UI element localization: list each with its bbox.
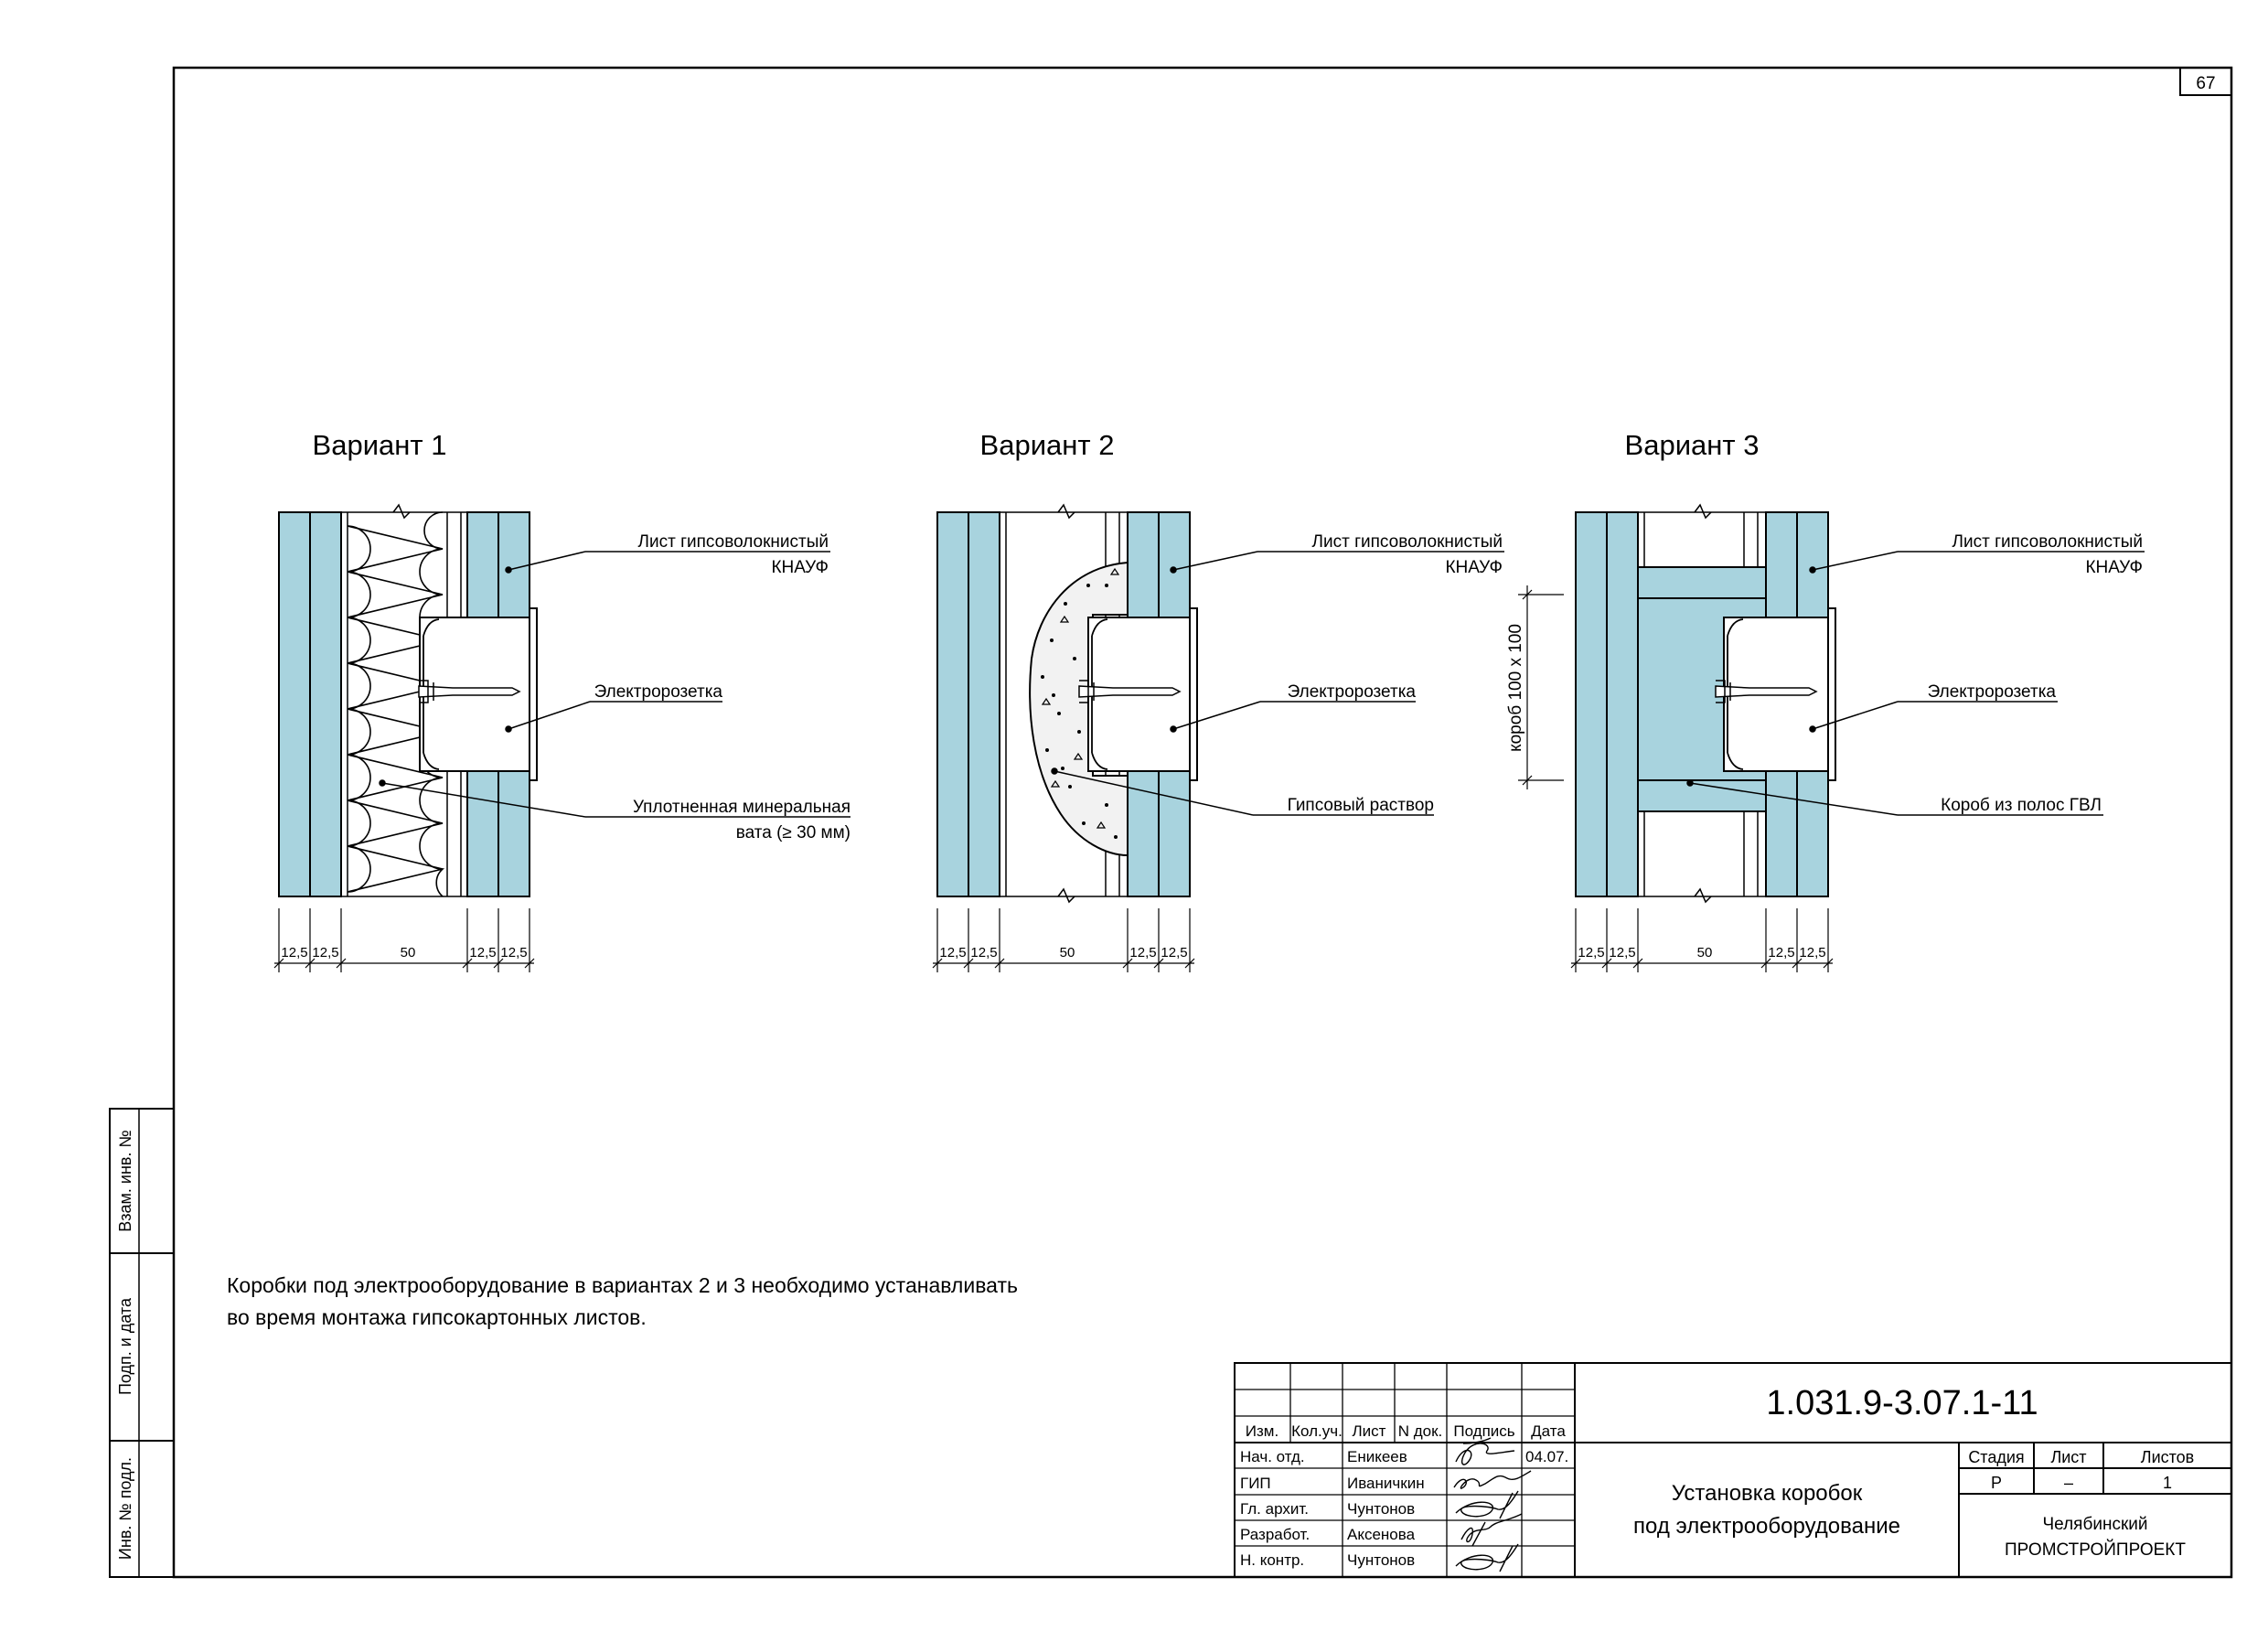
- tb-stage: Р: [1991, 1474, 2002, 1492]
- tb-header-izm: Изм.: [1246, 1422, 1278, 1440]
- tb-header-ndok: N док.: [1398, 1422, 1443, 1440]
- variant-2-dim-5: 12,5: [1161, 945, 1187, 960]
- note-line-2: во время монтажа гипсокартонных листов.: [227, 1305, 647, 1329]
- variant-2-dim-3: 50: [1060, 945, 1075, 960]
- variant-3-box-dim: короб 100 х 100: [1506, 624, 1525, 752]
- tb-org-line-2: ПРОМСТРОЙПРОЕКТ: [2005, 1540, 2186, 1560]
- variant-3-dim-5: 12,5: [1799, 945, 1825, 960]
- sheet-number-box: [2179, 67, 2232, 96]
- variant-2-label-sheet-1: Лист гипсоволокнистый: [1312, 532, 1503, 552]
- variant-3-label-fill-1: Короб из полос ГВЛ: [1941, 796, 2102, 815]
- variant-3-dim-2: 12,5: [1609, 945, 1635, 960]
- variant-2-section: Вариант 2: [932, 429, 1504, 972]
- tb-row-1-role: Нач. отд.: [1240, 1448, 1305, 1465]
- sheet-number: 67: [2196, 74, 2215, 93]
- variant-1-title: Вариант 1: [313, 429, 447, 461]
- tb-sheets-header: Листов: [2141, 1448, 2194, 1466]
- variant-1-section: Вариант 1: [273, 429, 850, 972]
- tb-row-1-name: Еникеев: [1347, 1448, 1407, 1465]
- variant-1-label-sheet-2: КНАУФ: [771, 558, 829, 577]
- tb-row-2-role: ГИП: [1240, 1475, 1271, 1492]
- variant-2-label-socket: Электророзетка: [1288, 682, 1417, 702]
- variant-3-label-sheet-1: Лист гипсоволокнистый: [1952, 532, 2143, 552]
- variant-2-dim-1: 12,5: [939, 945, 966, 960]
- variant-2-dim-2: 12,5: [970, 945, 997, 960]
- tb-row-3-name: Чунтонов: [1347, 1500, 1415, 1518]
- variant-3-label-sheet-2: КНАУФ: [2085, 558, 2143, 577]
- variant-3-socket: [1715, 607, 1836, 781]
- variant-1-dim-3: 50: [401, 945, 416, 960]
- tb-row-1-date: 04.07.: [1525, 1448, 1568, 1465]
- tb-title-line-2: под электрооборудование: [1633, 1514, 1900, 1539]
- tb-org-line-1: Челябинский: [2042, 1515, 2147, 1534]
- tb-row-4-name: Аксенова: [1347, 1526, 1416, 1543]
- signatures: [1453, 1437, 1532, 1572]
- tb-row-5-role: Н. контр.: [1240, 1551, 1304, 1569]
- variant-1-dim-5: 12,5: [500, 945, 527, 960]
- tb-code: 1.031.9-3.07.1-11: [1766, 1384, 2038, 1422]
- note-line-1: Коробки под электрооборудование в вариан…: [227, 1273, 1018, 1297]
- variant-1-dim-2: 12,5: [312, 945, 338, 960]
- side-stamp: Взам. инв. № Подп. и дата Инв. № подл.: [109, 1108, 175, 1578]
- tb-header-podpis: Подпись: [1453, 1422, 1514, 1440]
- sheet-frame: [172, 66, 2233, 1579]
- variant-2-title: Вариант 2: [980, 429, 1115, 461]
- side-stamp-vzam: Взам. инв. №: [116, 1130, 134, 1232]
- tb-sheet: –: [2064, 1474, 2073, 1492]
- variant-1-label-socket: Электророзетка: [594, 682, 723, 702]
- tb-header-data: Дата: [1531, 1422, 1566, 1440]
- variant-3-dim-1: 12,5: [1578, 945, 1604, 960]
- side-stamp-podp: Подп. и дата: [116, 1297, 134, 1395]
- tb-row-2-name: Иваничкин: [1347, 1475, 1425, 1492]
- variant-1-dim-4: 12,5: [469, 945, 496, 960]
- tb-row-4-role: Разработ.: [1240, 1526, 1310, 1543]
- variant-2-dim-4: 12,5: [1129, 945, 1156, 960]
- variant-1-label-sheet-1: Лист гипсоволокнистый: [638, 532, 829, 552]
- tb-stage-header: Стадия: [1968, 1448, 2024, 1466]
- variant-1-label-fill-1: Уплотненная минеральная: [633, 798, 850, 817]
- tb-row-5-name: Чунтонов: [1347, 1551, 1415, 1569]
- variant-2-socket: [1078, 607, 1198, 781]
- tb-title-line-1: Установка коробок: [1672, 1481, 1863, 1506]
- variant-1-dim-1: 12,5: [281, 945, 307, 960]
- variant-2-label-fill-1: Гипсовый раствор: [1288, 796, 1434, 815]
- variant-3-label-socket: Электророзетка: [1928, 682, 2057, 702]
- tb-header-kol: Кол.уч.: [1291, 1422, 1343, 1440]
- variant-2-label-sheet-2: КНАУФ: [1445, 558, 1503, 577]
- tb-row-3-role: Гл. архит.: [1240, 1500, 1309, 1518]
- side-stamp-inv: Инв. № подл.: [116, 1457, 134, 1560]
- variant-3-title: Вариант 3: [1625, 429, 1760, 461]
- title-block: Изм. Кол.уч. Лист N док. Подпись Дата На…: [1234, 1362, 2232, 1578]
- variant-3-dim-3: 50: [1697, 945, 1713, 960]
- tb-sheet-header: Лист: [2050, 1448, 2086, 1466]
- tb-sheets: 1: [2163, 1474, 2172, 1492]
- variant-1-label-fill-2: вата (≥ 30 мм): [736, 823, 850, 842]
- variant-3-section: Вариант 3: [1506, 429, 2145, 972]
- tb-header-list: Лист: [1353, 1422, 1386, 1440]
- variant-3-dim-4: 12,5: [1768, 945, 1794, 960]
- variant-1-socket: [418, 607, 538, 781]
